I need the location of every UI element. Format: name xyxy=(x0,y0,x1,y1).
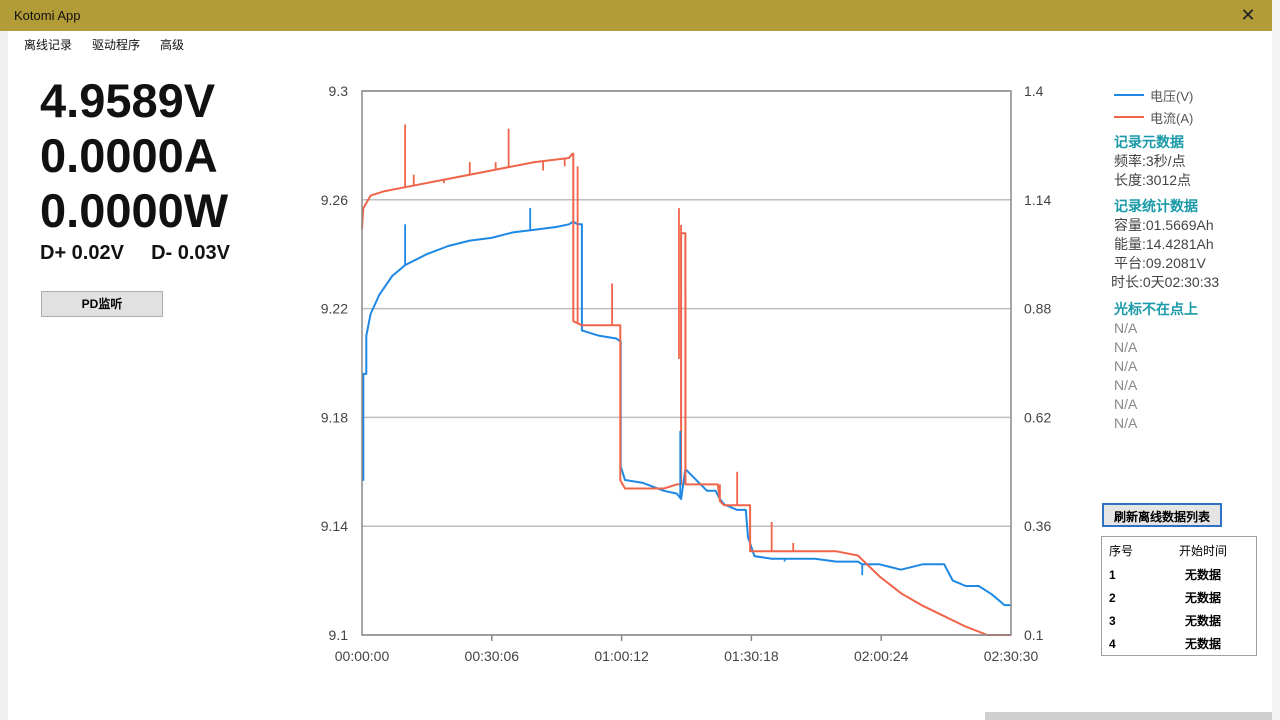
y-left-tick-label: 9.22 xyxy=(321,301,348,317)
y-left-tick-label: 9.3 xyxy=(329,83,349,99)
y-right-tick-label: 0.1 xyxy=(1024,627,1044,643)
legend-item-current: 电流(A) xyxy=(1114,106,1193,128)
menu-advanced[interactable]: 高级 xyxy=(160,38,185,52)
table-row[interactable]: 4 无数据 xyxy=(1102,632,1256,655)
y-left-tick-label: 9.26 xyxy=(321,192,348,208)
row-index: 3 xyxy=(1109,613,1116,628)
window-title: Kotomi App xyxy=(14,8,81,23)
row-start-time: 无数据 xyxy=(1184,568,1221,582)
record-metadata: 记录元数据 频率:3秒/点 长度:3012点 xyxy=(1114,133,1191,190)
cursor-value: N/A xyxy=(1114,377,1138,393)
stat-platform: 平台:09.2081V xyxy=(1114,255,1206,271)
table-row[interactable]: 2 无数据 xyxy=(1102,586,1256,609)
refresh-offline-list-button[interactable]: 刷新离线数据列表 xyxy=(1102,503,1222,527)
menu-offline-records[interactable]: 离线记录 xyxy=(24,38,73,52)
stats-header: 记录统计数据 xyxy=(1114,198,1198,214)
y-left-tick-label: 9.14 xyxy=(321,518,348,534)
voltage-readout: 4.9589V xyxy=(40,74,216,127)
table-row[interactable]: 3 无数据 xyxy=(1102,609,1256,632)
stat-duration: 时长:0天02:30:33 xyxy=(1111,274,1220,290)
cursor-header: 光标不在点上 xyxy=(1114,301,1198,317)
cursor-value: N/A xyxy=(1114,415,1138,431)
row-start-time: 无数据 xyxy=(1184,637,1221,651)
y-right-tick-label: 1.14 xyxy=(1024,192,1051,208)
stat-capacity: 容量:01.5669Ah xyxy=(1114,217,1214,233)
menu-bar: 离线记录 驱动程序 高级 xyxy=(14,36,194,56)
legend-swatch-current xyxy=(1114,116,1144,118)
row-start-time: 无数据 xyxy=(1184,591,1221,605)
column-header-index[interactable]: 序号 xyxy=(1109,543,1134,558)
menu-drivers[interactable]: 驱动程序 xyxy=(92,38,141,52)
chart-legend: 电压(V) 电流(A) xyxy=(1114,84,1193,128)
table-header-row: 序号 开始时间 xyxy=(1102,537,1256,563)
y-right-tick-label: 0.62 xyxy=(1024,409,1051,425)
row-index: 4 xyxy=(1109,636,1116,651)
y-right-tick-label: 0.36 xyxy=(1024,518,1051,534)
power-readout: 0.0000W xyxy=(40,184,229,237)
column-header-start-time[interactable]: 开始时间 xyxy=(1178,543,1227,558)
window-left-edge xyxy=(0,31,8,720)
cursor-value: N/A xyxy=(1114,339,1138,355)
legend-item-voltage: 电压(V) xyxy=(1114,84,1193,106)
voltage-current-chart: 9.3 1.4 9.26 1.14 9.22 0.88 9.18 0.62 9.14 0.36 9.… xyxy=(321,83,1052,664)
table-row[interactable]: 1 无数据 xyxy=(1102,563,1256,586)
x-tick-label: 00:30:06 xyxy=(465,648,520,664)
x-tick-label: 02:30:30 xyxy=(984,648,1039,664)
x-tick-label: 01:00:12 xyxy=(594,648,649,664)
window-right-edge xyxy=(1272,0,1280,720)
cursor-info: 光标不在点上 N/A N/A N/A N/A N/A N/A xyxy=(1114,300,1198,433)
dminus-readout: D- 0.03V xyxy=(151,242,231,264)
legend-swatch-voltage xyxy=(1114,94,1144,96)
sample-rate: 频率:3秒/点 xyxy=(1114,153,1186,169)
row-start-time: 无数据 xyxy=(1184,614,1221,628)
cursor-value: N/A xyxy=(1114,320,1138,336)
current-readout: 0.0000A xyxy=(40,129,218,182)
record-length: 长度:3012点 xyxy=(1114,172,1192,188)
cursor-value: N/A xyxy=(1114,396,1138,412)
series-line-voltage xyxy=(362,220,1011,607)
cursor-value: N/A xyxy=(1114,358,1138,374)
taskbar-strip xyxy=(985,712,1272,720)
stat-energy: 能量:14.4281Ah xyxy=(1114,236,1214,252)
legend-label-current: 电流(A) xyxy=(1150,110,1194,126)
y-left-tick-label: 9.1 xyxy=(329,627,349,643)
y-right-tick-label: 1.4 xyxy=(1024,83,1044,99)
series-line-current xyxy=(361,152,1011,636)
x-tick-label: 01:30:18 xyxy=(724,648,779,664)
close-button[interactable]: ✕ xyxy=(1240,5,1256,25)
title-bar: Kotomi App ✕ xyxy=(0,0,1272,31)
row-index: 2 xyxy=(1109,590,1116,605)
pd-monitor-button[interactable]: PD监听 xyxy=(41,291,163,317)
metadata-header: 记录元数据 xyxy=(1114,134,1184,150)
x-tick-label: 00:00:00 xyxy=(335,648,390,664)
dplus-readout: D+ 0.02V xyxy=(40,242,124,264)
data-line-readout: D+ 0.02V D- 0.03V xyxy=(40,242,230,265)
row-index: 1 xyxy=(1109,567,1116,582)
plot-frame xyxy=(361,90,1012,636)
record-statistics: 记录统计数据 容量:01.5669Ah 能量:14.4281Ah 平台:09.2… xyxy=(1111,197,1220,292)
legend-label-voltage: 电压(V) xyxy=(1150,88,1194,104)
y-left-tick-label: 9.18 xyxy=(321,409,348,425)
offline-records-list[interactable]: 序号 开始时间 1 无数据 2 无数据 3 无数据 4 无数据 xyxy=(1101,536,1257,656)
x-tick-label: 02:00:24 xyxy=(854,648,909,664)
offline-records-table: 序号 开始时间 1 无数据 2 无数据 3 无数据 4 无数据 xyxy=(1102,537,1256,655)
y-right-tick-label: 0.88 xyxy=(1024,301,1051,317)
